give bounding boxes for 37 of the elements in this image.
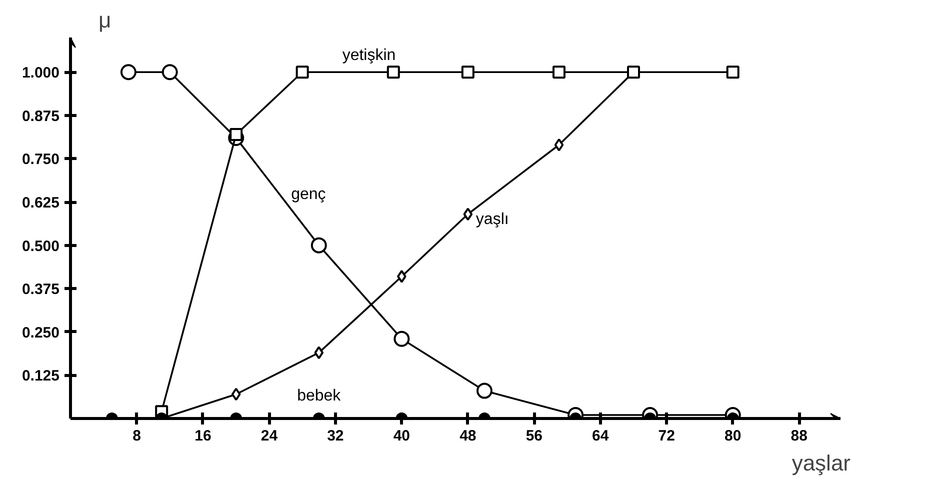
y-tick-label: 0.250 [22,324,60,342]
series-label: genç [291,186,326,203]
x-tick-label: 56 [526,428,542,444]
y-tick-label: 0.875 [22,108,60,125]
y-tick-label: 0.750 [22,151,60,168]
y-tick-label: 0.125 [22,368,60,385]
point [120,64,136,80]
x-tick-label: 88 [790,428,808,444]
point [552,66,566,79]
x-tick-label: 72 [658,428,675,444]
y-tick-label: 0.625 [22,194,60,212]
point [554,138,564,152]
y-axis-title: μ [98,8,112,32]
series-label: yetişkin [342,47,396,64]
point [296,66,309,79]
x-tick-label: 80 [724,428,742,444]
x-axis-title: yaşlar [792,450,851,476]
point [463,208,473,221]
point [310,237,327,254]
point [230,128,243,141]
x-tick-label: 32 [327,428,344,444]
x-tick-label: 24 [260,428,278,444]
x-tick-label: 48 [460,428,476,444]
x-tick-label: 64 [592,428,610,444]
series-label: bebek [297,388,342,404]
x-tick-label: 8 [132,428,141,444]
y-tick-label: 0.375 [22,281,60,298]
x-tick-label: 16 [194,428,212,444]
point [386,66,400,79]
x-tick-label: 40 [393,428,410,444]
point [726,66,740,79]
y-tick-label: 1.000 [22,64,60,82]
point [397,270,406,283]
point [162,64,178,80]
series-label: yaşlı [476,211,509,228]
point [461,66,474,79]
y-tick-label: 0.500 [22,238,60,255]
